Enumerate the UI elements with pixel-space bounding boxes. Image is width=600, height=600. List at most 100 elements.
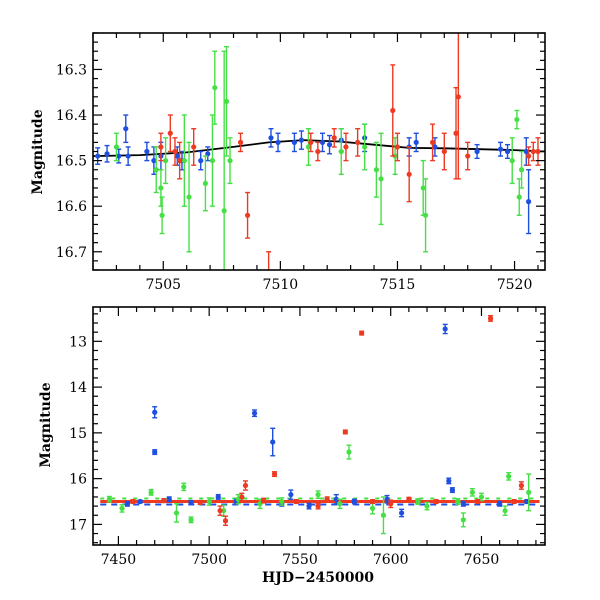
data-marker xyxy=(518,482,525,489)
data-marker xyxy=(324,496,330,502)
data-point xyxy=(173,503,180,523)
data-marker xyxy=(116,153,122,159)
data-point xyxy=(455,33,461,180)
data-marker xyxy=(223,98,230,104)
data-marker xyxy=(174,153,180,159)
data-point xyxy=(222,515,229,527)
data-marker xyxy=(413,139,419,145)
data-marker xyxy=(130,498,136,505)
data-point xyxy=(298,130,305,150)
data-point xyxy=(526,169,532,235)
data-marker xyxy=(460,517,466,523)
y-tick-label: 13 xyxy=(69,334,87,350)
data-marker xyxy=(337,501,343,507)
data-marker xyxy=(167,130,173,136)
data-marker xyxy=(217,508,223,514)
data-point xyxy=(373,141,379,198)
data-point xyxy=(206,497,212,506)
data-point xyxy=(478,492,485,502)
data-point xyxy=(186,141,192,253)
data-marker xyxy=(506,473,512,479)
data-point xyxy=(415,498,421,505)
data-marker xyxy=(359,330,365,336)
data-point xyxy=(237,132,244,153)
data-marker xyxy=(497,501,503,507)
data-point xyxy=(188,499,194,506)
data-marker xyxy=(137,498,143,505)
data-marker xyxy=(153,167,159,173)
y-tick-label: 16.3 xyxy=(56,62,87,78)
data-point xyxy=(449,487,456,494)
data-point xyxy=(390,64,396,157)
series-1 xyxy=(113,45,525,270)
plot-area xyxy=(100,314,540,535)
data-marker xyxy=(433,498,439,505)
data-point xyxy=(123,114,129,144)
data-point xyxy=(518,150,525,189)
data-point xyxy=(152,406,158,419)
data-point xyxy=(215,493,221,500)
data-marker xyxy=(188,517,194,523)
data-point xyxy=(442,323,448,335)
data-marker xyxy=(288,492,294,498)
data-marker xyxy=(293,498,299,505)
axes-frame xyxy=(92,306,546,546)
data-point xyxy=(432,137,438,157)
data-marker xyxy=(315,492,321,498)
data-point xyxy=(271,471,278,478)
x-tick-label: 7650 xyxy=(464,552,500,568)
series-1 xyxy=(106,444,532,535)
data-point xyxy=(227,137,233,185)
data-marker xyxy=(526,199,532,205)
data-marker xyxy=(319,139,326,145)
data-point xyxy=(526,473,532,512)
data-marker xyxy=(125,153,131,159)
data-marker xyxy=(172,148,178,155)
data-marker xyxy=(119,505,125,511)
data-marker xyxy=(244,212,251,218)
data-marker xyxy=(173,510,180,516)
data-marker xyxy=(206,498,212,505)
x-tick-label: 7500 xyxy=(191,552,227,568)
y-tick-label: 14 xyxy=(69,380,87,396)
data-marker xyxy=(530,148,536,155)
data-marker xyxy=(523,148,529,155)
data-point xyxy=(506,471,512,481)
data-marker xyxy=(415,498,421,505)
data-marker xyxy=(475,498,481,505)
data-point xyxy=(474,143,480,160)
data-point xyxy=(158,132,164,162)
data-point xyxy=(172,137,178,166)
data-point xyxy=(124,500,131,507)
data-marker xyxy=(202,180,209,187)
data-point xyxy=(106,495,112,503)
data-marker xyxy=(239,494,245,500)
data-marker xyxy=(221,208,227,214)
data-point xyxy=(244,191,251,239)
data-point xyxy=(198,150,204,171)
data-point xyxy=(159,196,165,235)
data-marker xyxy=(198,158,204,164)
data-point xyxy=(526,146,532,166)
data-point xyxy=(113,132,120,162)
data-marker xyxy=(152,409,158,415)
data-point xyxy=(197,499,203,506)
data-marker xyxy=(251,410,258,416)
data-point xyxy=(338,128,344,175)
y-tick-label: 17 xyxy=(69,517,87,533)
data-marker xyxy=(388,501,394,507)
data-marker xyxy=(305,144,312,150)
data-point xyxy=(305,128,312,166)
data-marker xyxy=(298,137,305,143)
y-tick-label: 16.7 xyxy=(56,245,87,261)
data-point xyxy=(153,146,159,194)
data-marker xyxy=(394,144,401,150)
data-marker xyxy=(378,176,384,182)
y-tick-label: 16.4 xyxy=(56,108,87,124)
data-marker xyxy=(270,439,276,445)
data-marker xyxy=(181,484,187,490)
data-point xyxy=(161,498,167,504)
data-point xyxy=(191,128,197,166)
bottom-panel-xlabel: HJD−2450000 xyxy=(262,570,374,586)
